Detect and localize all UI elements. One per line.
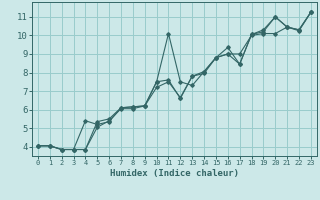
X-axis label: Humidex (Indice chaleur): Humidex (Indice chaleur) bbox=[110, 169, 239, 178]
